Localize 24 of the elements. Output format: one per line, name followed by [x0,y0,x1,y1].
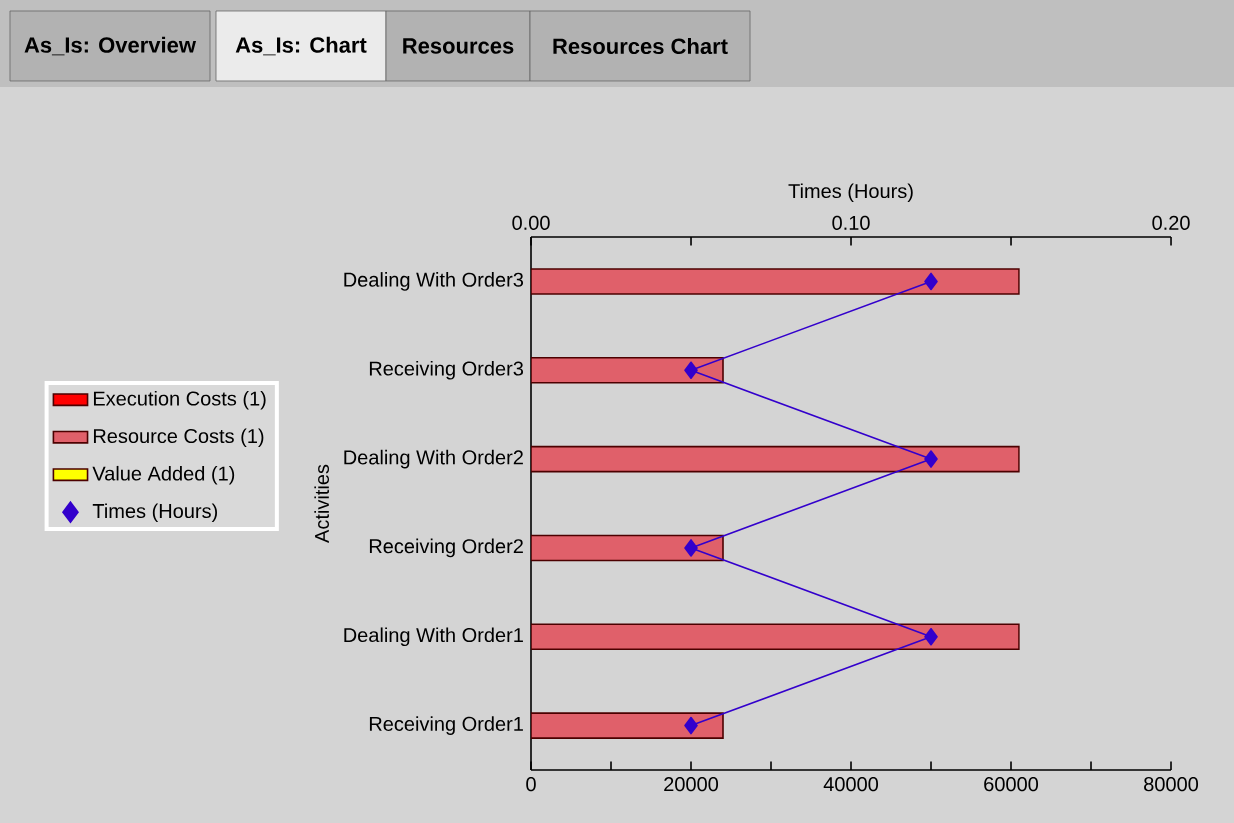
text: Resources [403,38,514,54]
legend-label: Execution Costs (1) [93,390,266,410]
y-tick-label: Receiving Order1 [369,716,523,735]
y-tick-label: Dealing With Order2 [344,449,523,469]
x-tick-label: 0 [526,777,536,792]
y-tick-label: Receiving Order2 [369,538,523,558]
y-tick-label: Receiving Order3 [369,360,524,380]
y-tick-label: Dealing With Order1 [344,627,523,647]
y-tick-label: Dealing With Order3 [344,272,524,291]
x2-axis-title: Times (Hours) [788,183,913,203]
legend-label: Value Added (1) [92,465,235,485]
x2-tick-label: 0.20 [1152,215,1190,230]
legend-label: Times (Hours) [92,503,218,523]
x-tick-label: 80000 [1144,777,1199,792]
y-axis-title: Activities [314,464,330,543]
text: Resources Chart [553,37,728,55]
x-tick-label: 60000 [984,777,1039,792]
x2-tick-label: 0.00 [512,215,550,230]
x-tick-label: 20000 [664,777,719,792]
x-tick-label: 40000 [823,777,879,792]
legend-label: Resource Costs (1) [93,428,264,448]
text: As_Is: Chart [235,36,367,56]
text: As_Is: Overview [24,36,197,56]
x2-tick-label: 0.10 [832,215,870,230]
